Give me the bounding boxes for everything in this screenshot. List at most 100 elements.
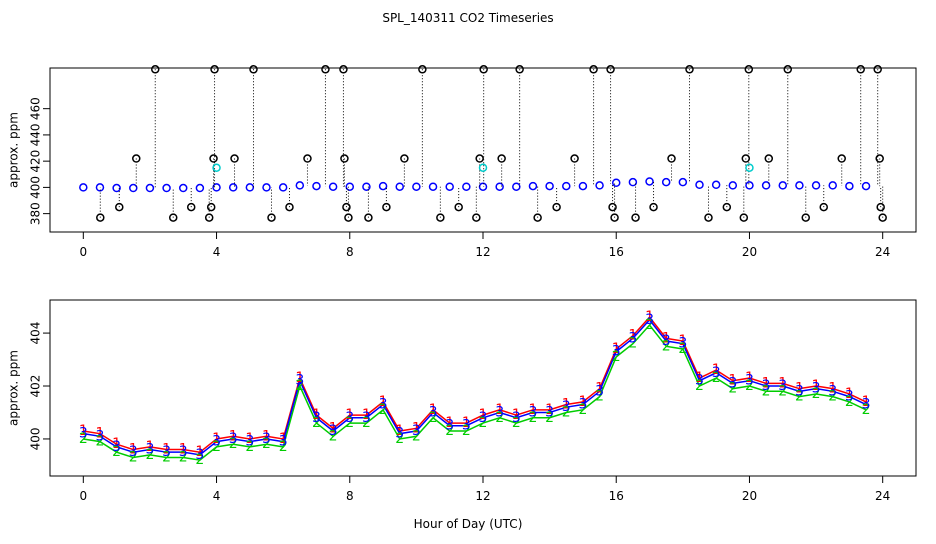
point xyxy=(589,65,598,74)
point xyxy=(212,183,221,192)
point-marker: 1 xyxy=(195,444,204,460)
point-marker: 1 xyxy=(395,423,404,439)
point-marker: 3 xyxy=(345,410,354,426)
point-marker: 2 xyxy=(562,404,571,420)
point xyxy=(345,182,355,191)
point-marker: 3 xyxy=(795,383,804,399)
point-marker: 2 xyxy=(595,389,604,405)
point-marker: 1 xyxy=(429,402,438,418)
point xyxy=(418,65,427,74)
point xyxy=(828,181,837,190)
point-marker: 3 xyxy=(462,418,471,434)
point-marker: 3 xyxy=(728,375,737,391)
point-marker: 1 xyxy=(412,420,421,436)
point-marker: 1 xyxy=(279,431,288,447)
point-marker: 2 xyxy=(845,394,854,410)
point xyxy=(611,178,621,188)
point-marker: 1 xyxy=(145,439,154,455)
point-marker: 2 xyxy=(695,378,704,394)
point-marker: 2 xyxy=(812,386,821,402)
x-tick-label: 8 xyxy=(346,245,354,259)
point xyxy=(645,177,654,186)
point xyxy=(497,154,506,163)
point-marker: 1 xyxy=(495,402,504,418)
point-marker: 1 xyxy=(595,381,604,397)
point xyxy=(206,202,216,212)
point xyxy=(262,183,271,192)
point xyxy=(631,213,640,222)
point-marker: 1 xyxy=(345,407,354,423)
point-marker: 2 xyxy=(329,428,338,444)
point-marker: 3 xyxy=(312,410,321,426)
point-marker: 2 xyxy=(179,449,188,465)
point xyxy=(741,154,751,163)
point xyxy=(628,177,638,187)
point-marker: 3 xyxy=(145,442,154,458)
point xyxy=(362,182,371,191)
point-marker: 1 xyxy=(545,402,554,418)
point-marker: 2 xyxy=(862,402,871,418)
point-marker: 2 xyxy=(512,415,521,431)
point-marker: 2 xyxy=(245,439,254,455)
point xyxy=(339,65,348,74)
point xyxy=(478,163,488,172)
point xyxy=(595,181,604,190)
point-marker: 3 xyxy=(762,378,771,394)
point-marker: 2 xyxy=(379,402,388,418)
point-marker: 3 xyxy=(695,373,704,389)
point xyxy=(178,183,188,193)
point xyxy=(856,65,865,74)
point-marker: 2 xyxy=(145,447,154,463)
point-marker: 3 xyxy=(129,444,138,460)
point-marker: 1 xyxy=(212,431,221,447)
point-marker: 2 xyxy=(662,338,671,354)
point-marker: 2 xyxy=(395,431,404,447)
x-tick-label: 20 xyxy=(742,245,757,259)
point xyxy=(728,181,738,190)
point-marker: 1 xyxy=(262,428,271,444)
point-marker: 1 xyxy=(678,333,687,349)
point-marker: 2 xyxy=(362,415,371,431)
point xyxy=(764,154,774,163)
point xyxy=(303,154,312,163)
point xyxy=(364,213,373,222)
point-marker: 1 xyxy=(512,407,521,423)
chart-title: SPL_140311 CO2 Timeseries xyxy=(382,11,553,25)
point-marker: 3 xyxy=(395,426,404,442)
point xyxy=(228,183,238,192)
point-marker: 2 xyxy=(96,434,105,450)
point-marker: 2 xyxy=(628,336,637,352)
point-marker: 3 xyxy=(79,426,88,442)
point xyxy=(608,202,617,212)
point xyxy=(168,213,178,222)
point-marker: 1 xyxy=(728,373,737,389)
point-marker: 3 xyxy=(262,431,271,447)
point-marker: 2 xyxy=(495,410,504,426)
point xyxy=(328,182,338,191)
y-tick-label: 404 xyxy=(29,322,43,345)
point xyxy=(132,154,141,163)
point xyxy=(267,213,276,222)
point-marker: 1 xyxy=(745,370,754,386)
point-marker: 2 xyxy=(229,436,238,452)
y-tick-label: 400 xyxy=(29,176,43,199)
point-marker: 1 xyxy=(179,442,188,458)
point-marker: 3 xyxy=(812,381,821,397)
point xyxy=(876,202,885,212)
point-marker: 1 xyxy=(712,362,721,378)
point-marker: 3 xyxy=(179,444,188,460)
point-marker: 2 xyxy=(312,415,321,431)
point-marker: 3 xyxy=(529,404,538,420)
point xyxy=(454,202,463,212)
point xyxy=(230,154,239,163)
point-marker: 3 xyxy=(862,397,871,413)
point-marker: 1 xyxy=(778,375,787,391)
point-marker: 2 xyxy=(212,439,221,455)
point-marker: 1 xyxy=(529,402,538,418)
point-marker: 3 xyxy=(195,447,204,463)
point-marker: 3 xyxy=(745,373,754,389)
point xyxy=(739,213,749,222)
point-marker: 3 xyxy=(578,397,587,413)
